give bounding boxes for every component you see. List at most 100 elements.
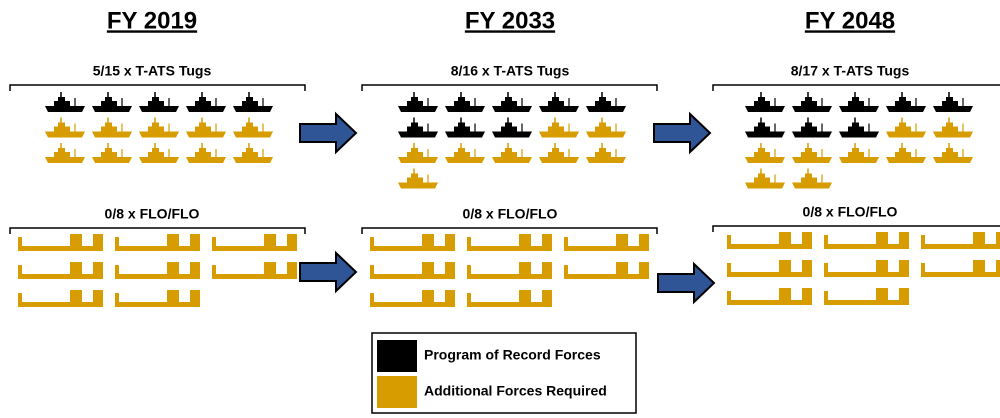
flo-icon <box>115 234 200 251</box>
flo-icon <box>824 288 909 305</box>
deck <box>115 274 200 279</box>
hull <box>445 157 485 163</box>
tower <box>467 265 471 275</box>
tug-icon <box>186 143 226 163</box>
tower <box>115 293 119 303</box>
tower <box>779 260 791 273</box>
bracket <box>712 225 1000 232</box>
tower <box>542 262 552 275</box>
tower <box>727 235 731 245</box>
hull <box>792 131 832 138</box>
superstructure <box>148 152 164 158</box>
group-label: 0/8 x FLO/FLO <box>463 206 558 222</box>
tug-icon <box>839 92 879 112</box>
tug-icon <box>139 117 179 138</box>
legend-swatch <box>377 340 417 372</box>
hull <box>186 157 226 163</box>
tower <box>93 290 103 303</box>
hull <box>839 157 879 163</box>
deck <box>921 272 1000 277</box>
tower <box>519 290 531 303</box>
tower <box>802 288 812 301</box>
tug-icon <box>539 92 579 112</box>
tug-icon <box>839 143 879 163</box>
superstructure <box>754 177 770 184</box>
tug-icon <box>92 143 132 163</box>
hull <box>745 131 785 138</box>
hull <box>186 106 226 112</box>
tug-icon <box>398 117 438 138</box>
tug-icon <box>745 92 785 112</box>
tower <box>287 234 297 247</box>
hull <box>886 106 926 112</box>
bracket <box>361 84 658 91</box>
deck <box>370 302 455 307</box>
tug-icon <box>586 143 626 163</box>
flo-icon <box>18 234 103 251</box>
hull <box>139 106 179 112</box>
hull <box>233 106 273 112</box>
tower <box>422 234 434 247</box>
tower <box>542 290 552 303</box>
tower <box>996 232 1000 245</box>
flo-icon <box>212 262 297 279</box>
tug-icon <box>792 143 832 163</box>
superstructure <box>501 126 517 133</box>
superstructure <box>848 101 864 107</box>
tug-icon <box>792 168 832 189</box>
tower <box>824 263 828 273</box>
bridge <box>805 97 812 102</box>
superstructure <box>942 126 958 133</box>
tower <box>467 237 471 247</box>
bridge <box>899 97 906 102</box>
hull <box>398 182 438 189</box>
tower <box>899 288 909 301</box>
hull <box>45 131 85 138</box>
tower <box>190 234 200 247</box>
superstructure <box>595 152 611 158</box>
bridge <box>552 122 559 128</box>
tower <box>519 262 531 275</box>
tug-icon <box>492 92 532 112</box>
tower <box>876 260 888 273</box>
tower <box>876 288 888 301</box>
tower <box>93 234 103 247</box>
arrow <box>299 252 357 292</box>
tug-icon <box>586 92 626 112</box>
tower <box>422 262 434 275</box>
tug-icon <box>45 117 85 138</box>
tug-icon <box>792 92 832 112</box>
tug-icon <box>933 92 973 112</box>
group-label: 0/8 x FLO/FLO <box>803 204 898 220</box>
flo-icon <box>564 262 649 279</box>
deck <box>467 274 552 279</box>
deck <box>370 274 455 279</box>
tug-icon <box>539 143 579 163</box>
legend-swatch <box>377 376 417 408</box>
bridge <box>411 122 418 128</box>
tug-icon <box>745 168 785 189</box>
hull <box>586 157 626 163</box>
tug-icon <box>586 117 626 138</box>
bridge <box>946 148 953 153</box>
superstructure <box>407 101 423 107</box>
superstructure <box>407 177 423 184</box>
deck <box>727 272 812 277</box>
bridge <box>946 97 953 102</box>
bridge <box>899 122 906 128</box>
bridge <box>199 97 206 102</box>
deck <box>564 246 649 251</box>
bridge <box>946 122 953 128</box>
superstructure <box>754 152 770 158</box>
tower <box>212 265 216 275</box>
tug-icon <box>933 143 973 163</box>
tug-icon <box>445 117 485 138</box>
tower <box>287 262 297 275</box>
flo-icon <box>467 234 552 251</box>
tug-icon <box>492 143 532 163</box>
tower <box>370 265 374 275</box>
flo-icon <box>18 262 103 279</box>
bridge <box>599 148 606 153</box>
deck <box>467 302 552 307</box>
